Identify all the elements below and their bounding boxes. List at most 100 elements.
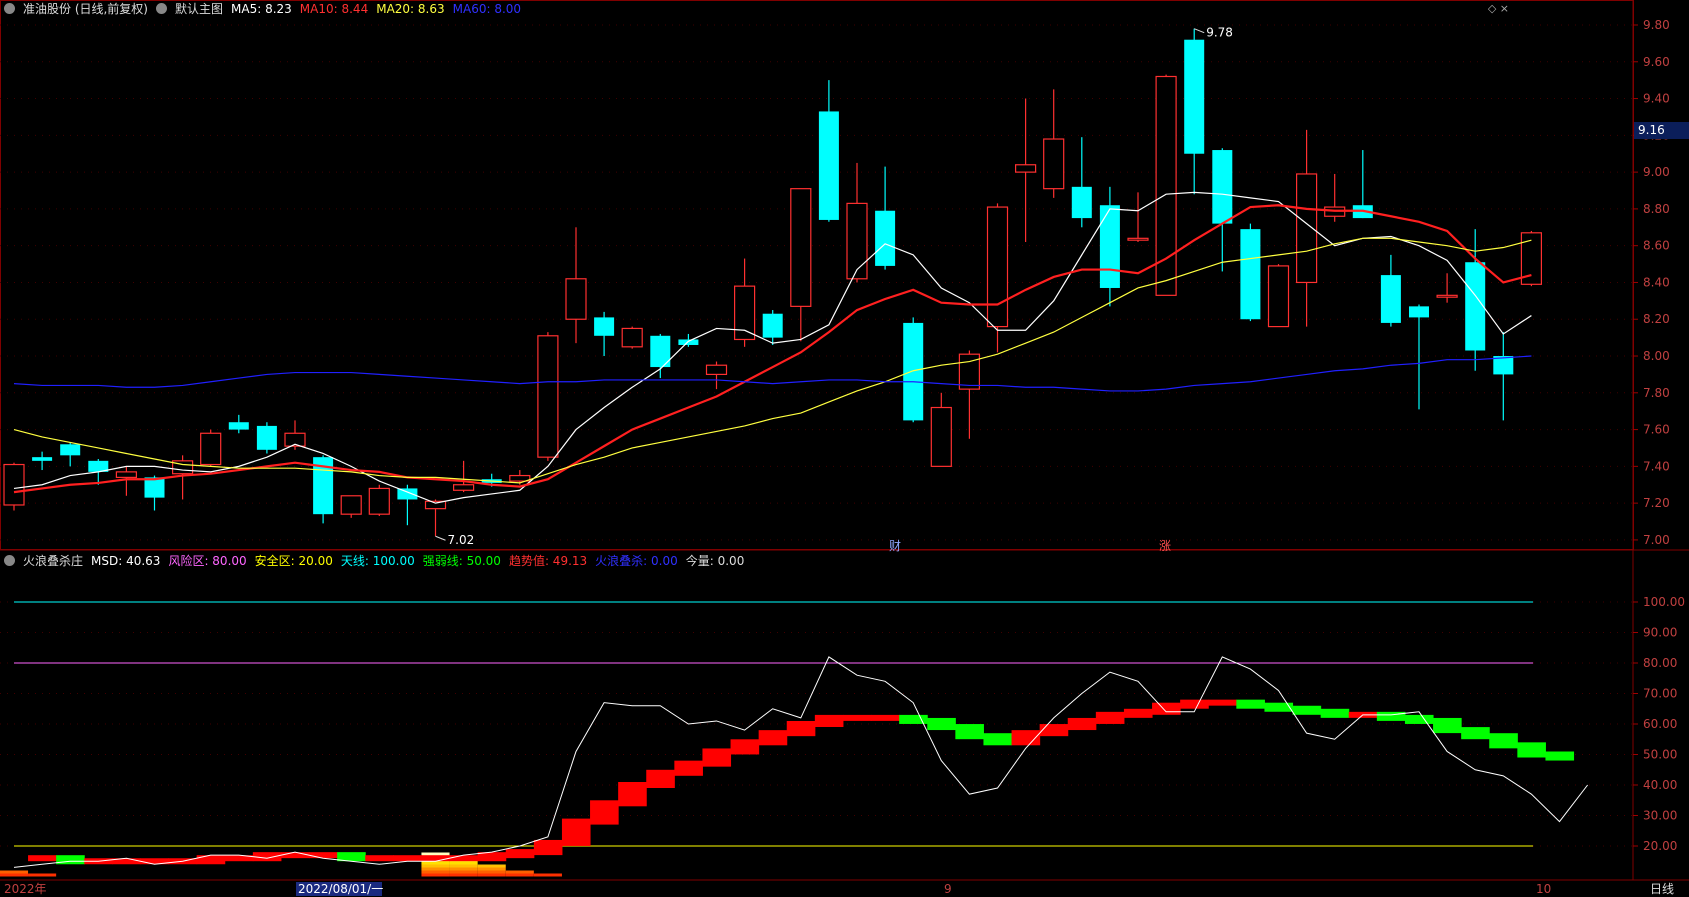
- trend-block: [449, 855, 479, 862]
- candle-body-down: [256, 425, 277, 450]
- ma5-line: [13, 191, 1532, 504]
- trend-block: [561, 818, 591, 846]
- candle: [594, 311, 615, 357]
- diamond-icon[interactable]: ◇: [1487, 2, 1497, 15]
- candle: [958, 350, 981, 439]
- y-tick-label: 20.00: [1643, 839, 1677, 853]
- candle-body-up: [1295, 173, 1318, 284]
- candle-body-up: [340, 495, 362, 515]
- trend-block: [112, 858, 141, 865]
- candle-body-up: [1043, 138, 1065, 190]
- candle-body-down: [32, 457, 53, 461]
- candle: [453, 460, 475, 493]
- candle-body-down: [678, 339, 699, 345]
- period-label: 日线: [1650, 882, 1674, 896]
- gear-icon[interactable]: [4, 555, 15, 566]
- candle: [284, 420, 306, 450]
- trend-block: [1152, 702, 1181, 715]
- y-tick-label: 60.00: [1643, 717, 1677, 731]
- candle: [256, 422, 277, 454]
- y-tick-label: 50.00: [1643, 748, 1677, 762]
- candle: [1014, 98, 1037, 243]
- candle-body-down: [1409, 306, 1429, 318]
- candle: [1520, 230, 1543, 287]
- candle-body-down: [228, 422, 249, 430]
- trend-block: [337, 852, 366, 862]
- candle: [1380, 254, 1401, 327]
- candle-body-up: [1436, 294, 1458, 298]
- main-chart-label[interactable]: 默认主图: [175, 2, 224, 16]
- annotation-pointer: [1194, 28, 1205, 34]
- candle: [986, 203, 1009, 353]
- candle-body-down: [1099, 205, 1120, 288]
- candle-body-up: [284, 432, 306, 447]
- candle: [1493, 332, 1514, 421]
- trend-block: [421, 855, 451, 862]
- candle: [368, 484, 390, 517]
- candle-body-down: [875, 210, 896, 266]
- y-tick-label: 9.00: [1643, 165, 1670, 179]
- volume-block: [477, 873, 506, 877]
- candle-body-up: [846, 202, 868, 280]
- volume-block: [505, 870, 534, 874]
- candle: [1071, 137, 1092, 228]
- candle-body-down: [903, 322, 924, 421]
- gear-icon[interactable]: [156, 3, 167, 14]
- candle: [790, 188, 812, 342]
- trend-block: [1236, 699, 1265, 709]
- trend-block: [1067, 717, 1097, 731]
- candle: [397, 484, 418, 526]
- trend-block: [1208, 699, 1237, 706]
- annotation-label: 9.78: [1206, 26, 1233, 40]
- candle-body-up: [200, 432, 222, 466]
- trend-block: [1376, 711, 1406, 721]
- candle: [565, 227, 587, 344]
- strong-label: 强弱线: 50.00: [422, 554, 501, 568]
- trend-block: [814, 714, 844, 727]
- annotation-label: 7.02: [448, 533, 475, 547]
- candle: [228, 414, 249, 434]
- date-highlight: [296, 882, 382, 896]
- ma60-label: MA60: 8.00: [452, 2, 522, 16]
- candle: [650, 333, 671, 379]
- candle: [115, 466, 138, 496]
- indicator-name[interactable]: 火浪叠杀庄: [23, 554, 84, 568]
- trend-block: [983, 733, 1013, 746]
- candle: [621, 326, 643, 349]
- trend-block: [1461, 727, 1490, 740]
- y-tick-label: 100.00: [1643, 595, 1685, 609]
- volume-block: [477, 867, 506, 871]
- candle: [678, 333, 699, 347]
- close-icon[interactable]: ×: [1499, 2, 1509, 15]
- candle: [1240, 223, 1261, 322]
- marker-cai: 财: [889, 539, 901, 553]
- trend-block: [477, 852, 507, 862]
- ma10-label: MA10: 8.44: [299, 2, 369, 16]
- volume-block: [449, 873, 478, 877]
- trend-block: [56, 855, 85, 865]
- volume-block: [449, 867, 478, 871]
- trend-block: [224, 855, 254, 862]
- trend-block: [1404, 714, 1434, 724]
- candle: [1212, 148, 1233, 272]
- trend-block: [1320, 708, 1350, 718]
- candle: [1436, 273, 1458, 303]
- safe-label: 安全区: 20.00: [254, 554, 333, 568]
- candle-body-up: [565, 278, 587, 320]
- y-tick-label: 7.40: [1643, 459, 1670, 473]
- volume-block: [0, 870, 29, 874]
- y-tick-label: 8.40: [1643, 275, 1670, 289]
- volume-block: [477, 870, 506, 874]
- candle: [930, 392, 952, 467]
- volume-block: [421, 867, 450, 871]
- gear-icon[interactable]: [4, 3, 15, 14]
- candle-body-down: [144, 477, 165, 498]
- risk-label: 风险区: 80.00: [168, 554, 247, 568]
- ma5-label: MA5: 8.23: [231, 2, 292, 16]
- trend-block: [955, 724, 984, 740]
- candle: [818, 80, 839, 222]
- candle-body-up: [3, 463, 25, 506]
- y-tick-label: 70.00: [1643, 687, 1677, 701]
- candle-body-down: [60, 444, 81, 456]
